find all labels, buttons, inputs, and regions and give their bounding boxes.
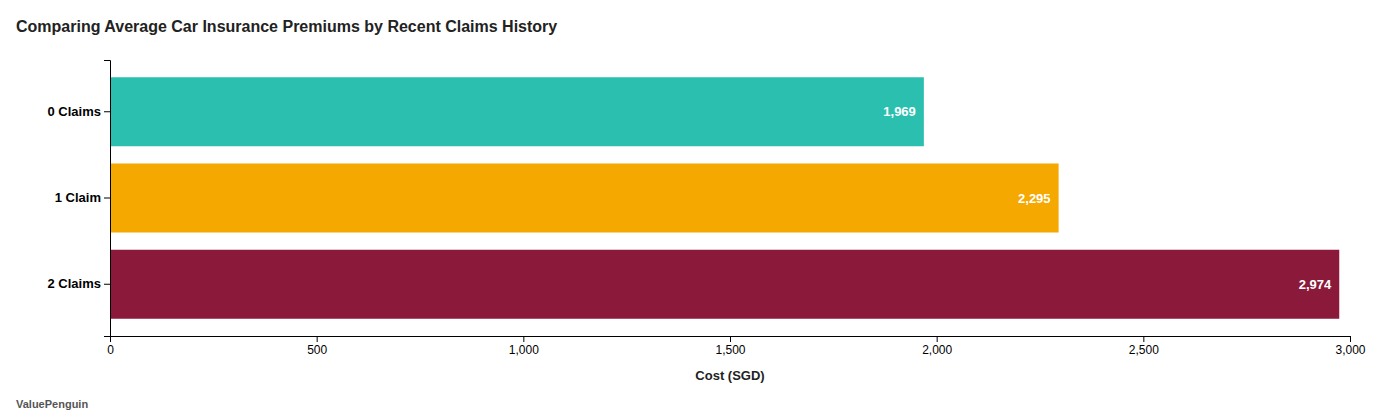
bar [110, 77, 924, 146]
chart-container: 0 500 1,000 1,500 2,000 2,500 3,000 0 Claims 1 C… [0, 0, 1400, 420]
tick: 2 Claims [48, 276, 110, 291]
tick-mark [1143, 336, 1144, 342]
chart-title: Comparing Average Car Insurance Premiums… [16, 18, 557, 35]
tick: 0 Claims [48, 104, 110, 119]
tick-label: 0 Claims [48, 104, 101, 119]
tick-mark [104, 111, 110, 112]
data-label: 2,974 [1299, 277, 1332, 292]
tick-mark [730, 336, 731, 342]
tick-label: 500 [307, 343, 327, 357]
tick-label: 0 [107, 343, 114, 357]
tick-mark [104, 198, 110, 199]
tick-mark [317, 336, 318, 342]
annotation: ValuePenguin [16, 398, 88, 410]
plot-area: 0 500 1,000 1,500 2,000 2,500 3,000 0 Claims 1 C… [48, 61, 1366, 357]
tick: 2,500 [1129, 336, 1159, 357]
tick-label: 2,000 [922, 343, 952, 357]
tick: 1,000 [509, 336, 539, 357]
data-label: 1,969 [883, 104, 916, 119]
bar [110, 250, 1339, 319]
tick-label: 3,000 [1335, 343, 1365, 357]
tick-mark [523, 336, 524, 342]
bar [110, 164, 1059, 233]
axis-title: Cost (SGD) [695, 368, 764, 383]
tick-mark [1350, 336, 1351, 342]
tick-label: 1 Claim [55, 190, 101, 205]
axis-line [104, 61, 111, 337]
bars [110, 77, 1339, 319]
tick-label: 2 Claims [48, 276, 101, 291]
tick-label: 1,500 [715, 343, 745, 357]
tick: 2,000 [922, 336, 952, 357]
tick-label: 1,000 [509, 343, 539, 357]
tick: 0 [107, 336, 114, 357]
tick: 3,000 [1335, 336, 1365, 357]
tick-mark [104, 284, 110, 285]
x-axis: 0 500 1,000 1,500 2,000 2,500 3,000 [107, 336, 1366, 357]
tick: 1,500 [715, 336, 745, 357]
axis-line [111, 337, 1351, 343]
data-labels: 1,969 2,295 2,974 [883, 104, 1332, 292]
data-label: 2,295 [1018, 191, 1051, 206]
y-axis: 0 Claims 1 Claim 2 Claims [48, 61, 111, 337]
chart-svg: 0 500 1,000 1,500 2,000 2,500 3,000 0 Claims 1 C… [0, 0, 1400, 420]
tick: 500 [307, 336, 327, 357]
tick-mark [937, 336, 938, 342]
tick-label: 2,500 [1129, 343, 1159, 357]
tick: 1 Claim [55, 190, 110, 205]
